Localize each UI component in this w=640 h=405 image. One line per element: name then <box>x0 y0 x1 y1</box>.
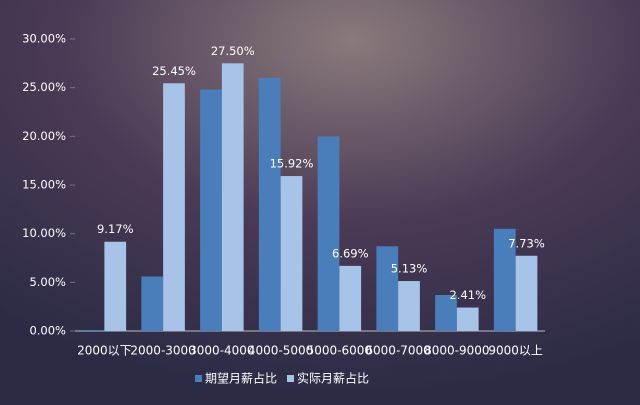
x-tick-label: 2000-3000 <box>130 344 195 358</box>
legend-label: 期望月薪占比 <box>205 371 277 386</box>
x-tick-label: 8000-9000 <box>424 344 489 358</box>
y-tick-label: 10.00% <box>22 226 66 240</box>
bar <box>376 246 399 331</box>
bar <box>200 89 222 331</box>
legend-swatch <box>195 375 202 382</box>
y-tick-label: 25.00% <box>22 80 66 94</box>
bar <box>398 281 420 331</box>
bar <box>317 136 340 331</box>
bar <box>163 83 185 331</box>
x-tick-label: 5000-6000 <box>307 344 372 358</box>
x-tick-label: 9000以上 <box>488 344 543 358</box>
bar <box>515 255 538 331</box>
data-label: 15.92% <box>270 157 314 171</box>
bar <box>82 330 105 331</box>
y-tick-label: 5.00% <box>29 275 66 289</box>
data-label: 7.73% <box>508 236 545 250</box>
x-tick-label: 4000-5000 <box>248 344 313 358</box>
legend-swatch <box>287 375 295 382</box>
bar <box>493 228 516 331</box>
x-tick-label: 2000以下 <box>77 344 132 358</box>
bar <box>141 276 164 331</box>
bar <box>258 77 281 331</box>
bar <box>339 265 362 331</box>
y-tick-label: 20.00% <box>22 129 66 143</box>
data-label: 25.45% <box>152 64 196 78</box>
bar <box>221 63 244 331</box>
legend-label: 实际月薪占比 <box>297 371 369 386</box>
bar <box>435 294 457 331</box>
bar <box>104 241 127 331</box>
y-tick-label: 30.00% <box>22 32 66 46</box>
bar <box>280 176 303 331</box>
bar <box>456 307 479 331</box>
data-label: 9.17% <box>97 222 134 236</box>
data-label: 5.13% <box>391 262 428 276</box>
data-label: 27.50% <box>211 44 255 58</box>
y-tick-label: 0.00% <box>29 324 66 338</box>
x-tick-label: 3000-4000 <box>189 344 254 358</box>
data-label: 6.69% <box>332 246 369 260</box>
y-tick-label: 15.00% <box>22 178 66 192</box>
x-tick-label: 6000-7000 <box>365 344 430 358</box>
data-label: 2.41% <box>449 288 486 302</box>
